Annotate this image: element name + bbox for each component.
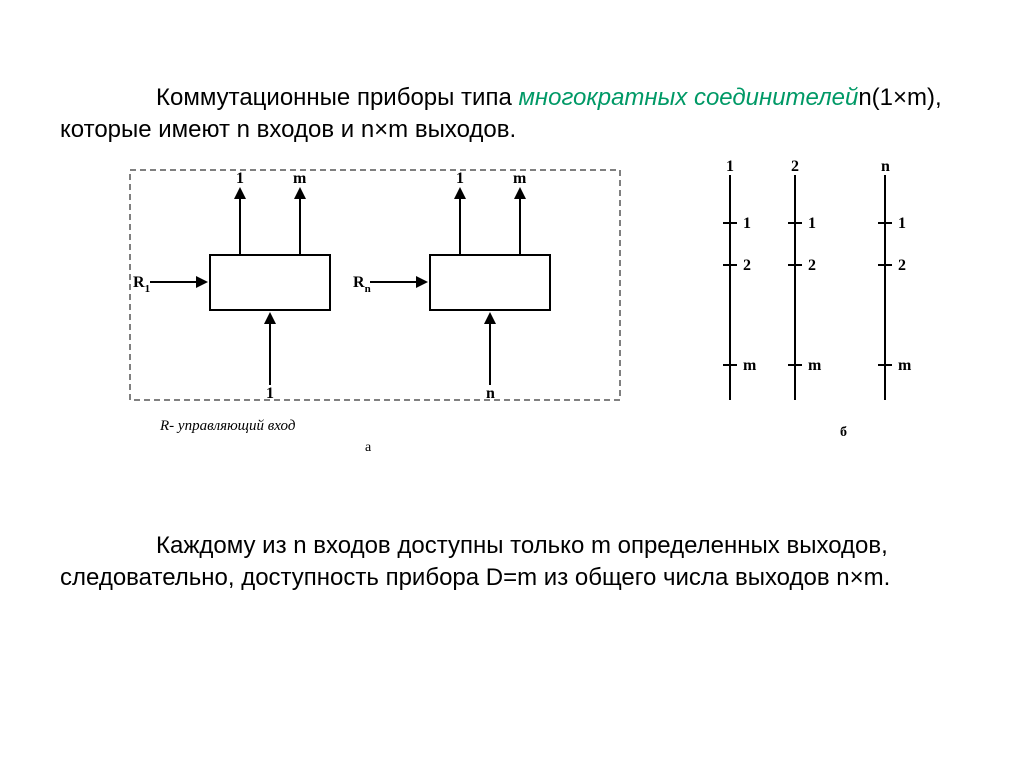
p2-text: Каждому из n входов доступны только m оп…: [60, 532, 890, 591]
tick-label: 2: [743, 257, 751, 274]
tick-label: m: [898, 357, 912, 374]
col-label: 2: [791, 158, 799, 175]
col-label: n: [881, 158, 890, 175]
tick-label: 1: [808, 215, 816, 232]
tick-label: m: [808, 357, 822, 374]
tick-label: 2: [808, 257, 816, 274]
col-label: 1: [726, 158, 734, 175]
paragraph-2: Каждому из n входов доступны только m оп…: [60, 530, 960, 595]
tick-label: m: [743, 357, 757, 374]
tick-label: 1: [743, 215, 751, 232]
diagram-b: 1 1 2 m 2 1 2 m n 1 2 m: [0, 0, 1024, 768]
tick-label: 1: [898, 215, 906, 232]
caption-b: б: [840, 425, 847, 441]
tick-label: 2: [898, 257, 906, 274]
